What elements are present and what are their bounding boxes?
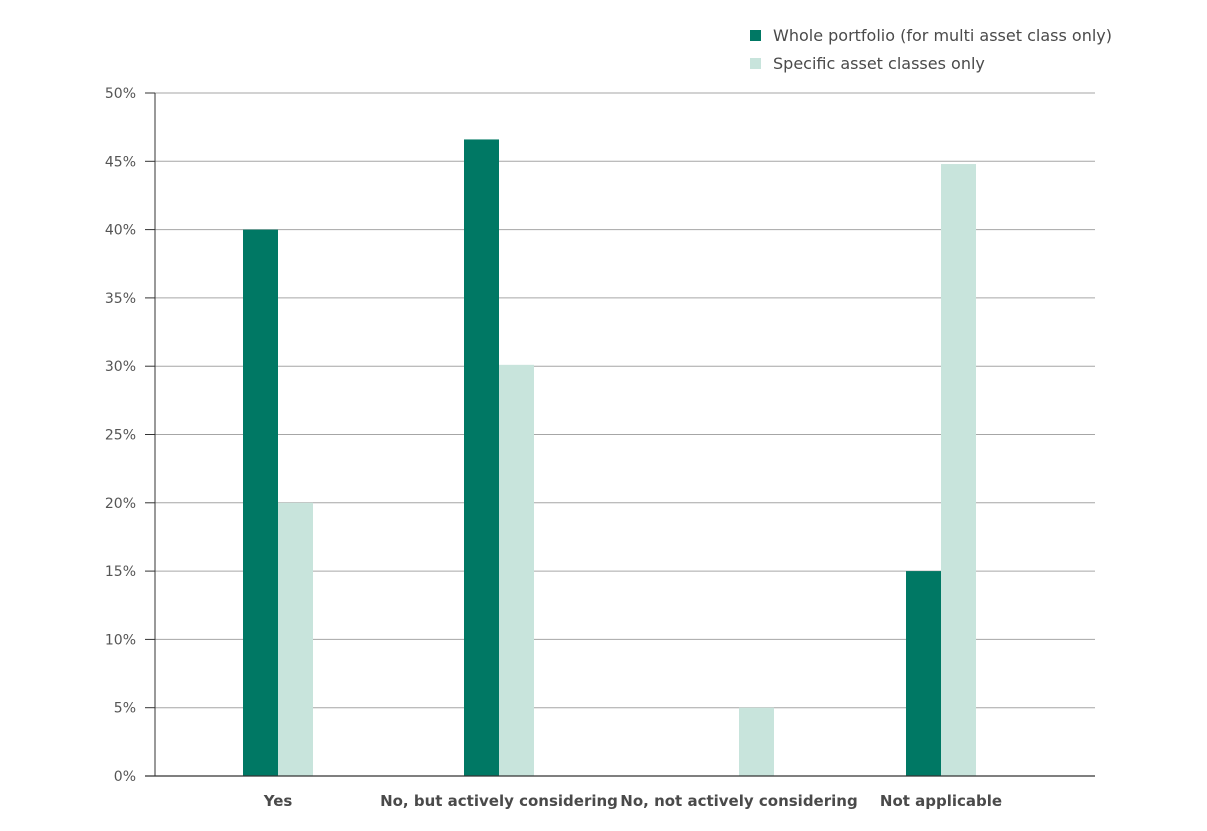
y-tick-label: 45% — [105, 154, 136, 170]
y-tick-label: 25% — [105, 428, 136, 444]
y-axis-ticks: 0% 5% 10% 15% 20% 25% 30% 35% 40% 45% 50% — [105, 86, 155, 785]
x-tick-label: No, but actively considering — [380, 792, 618, 810]
bar-specific-asset-classes — [278, 502, 313, 776]
y-tick-label: 40% — [105, 223, 136, 239]
bar-specific-asset-classes — [941, 164, 976, 777]
y-tick-label: 30% — [105, 359, 136, 375]
x-tick-label: No, not actively considering — [620, 792, 857, 810]
legend-swatch-whole-portfolio — [750, 29, 761, 41]
x-axis-labels: Yes No, but actively considering No, not a… — [263, 792, 1002, 810]
x-tick-label: Not applicable — [880, 792, 1002, 810]
legend-item-whole-portfolio: Whole portfolio (for multi asset class o… — [750, 24, 1112, 46]
y-tick-label: 20% — [105, 496, 136, 512]
y-tick-label: 5% — [114, 701, 136, 717]
y-tick-label: 0% — [114, 769, 136, 785]
legend-swatch-specific-asset-classes — [750, 57, 761, 69]
bar-whole-portfolio — [464, 139, 499, 777]
legend-label-specific-asset-classes: Specific asset classes only — [773, 53, 985, 73]
legend: Whole portfolio (for multi asset class o… — [750, 24, 1112, 80]
bar-specific-asset-classes — [499, 364, 534, 776]
y-tick-label: 50% — [105, 86, 136, 102]
y-tick-label: 15% — [105, 564, 136, 580]
y-tick-label: 35% — [105, 291, 136, 307]
bar-whole-portfolio — [906, 571, 941, 776]
legend-label-whole-portfolio: Whole portfolio (for multi asset class o… — [773, 25, 1112, 45]
legend-item-specific-asset-classes: Specific asset classes only — [750, 52, 1112, 74]
bar-specific-asset-classes — [739, 707, 774, 776]
x-tick-label: Yes — [263, 792, 293, 810]
bars — [243, 139, 976, 777]
y-tick-label: 10% — [105, 632, 136, 648]
bar-whole-portfolio — [243, 229, 278, 777]
